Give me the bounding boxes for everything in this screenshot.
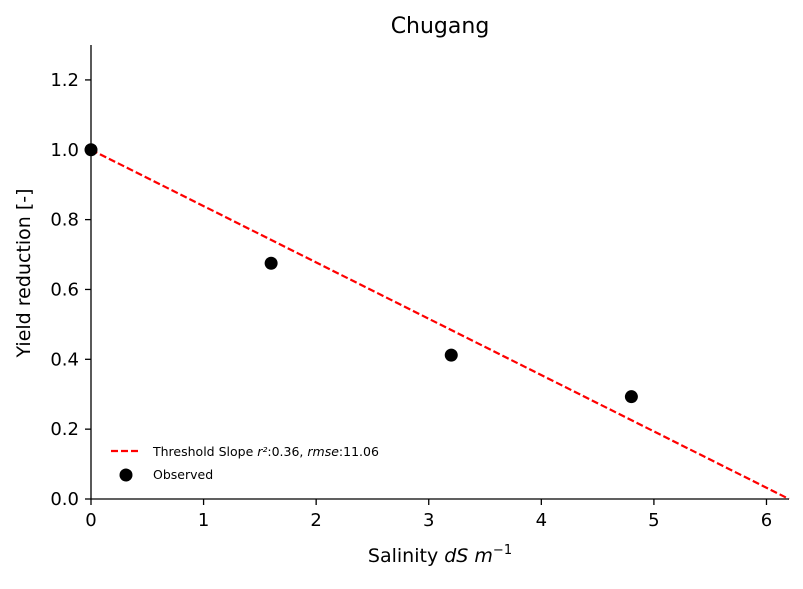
observed-point	[444, 348, 458, 362]
y-ticks: 0.0 0.2 0.4 0.6 0.8 1.0 1.2	[50, 70, 91, 510]
legend-line-label: Threshold Slope r²:0.36, rmse:11.06	[152, 444, 379, 459]
x-tick-label: 4	[536, 510, 547, 531]
x-tick-label: 2	[310, 510, 321, 531]
y-tick-label: 1.2	[50, 70, 79, 91]
x-tick-label: 5	[648, 510, 659, 531]
y-tick-label: 0.2	[50, 419, 79, 440]
x-tick-label: 0	[85, 510, 96, 531]
x-ticks: 0 1 2 3 4 5 6	[85, 499, 772, 531]
legend: Threshold Slope r²:0.36, rmse:11.06 Obse…	[111, 444, 379, 482]
x-tick-label: 6	[761, 510, 772, 531]
y-tick-label: 1.0	[50, 140, 79, 161]
observed-point	[624, 390, 638, 404]
legend-scatter-label: Observed	[153, 467, 213, 482]
threshold-slope-line	[90, 148, 790, 500]
y-tick-label: 0.4	[50, 349, 79, 370]
observed-point	[264, 256, 278, 270]
y-tick-label: 0.0	[50, 489, 79, 510]
x-tick-label: 1	[198, 510, 209, 531]
x-axis-label: Salinity dS m−1	[368, 543, 512, 567]
y-tick-label: 0.8	[50, 210, 79, 231]
y-tick-label: 0.6	[50, 279, 79, 300]
legend-scatter-swatch	[119, 468, 133, 482]
y-axis-label: Yield reduction [-]	[13, 188, 35, 358]
chart-title: Chugang	[391, 14, 490, 39]
x-tick-label: 3	[423, 510, 434, 531]
